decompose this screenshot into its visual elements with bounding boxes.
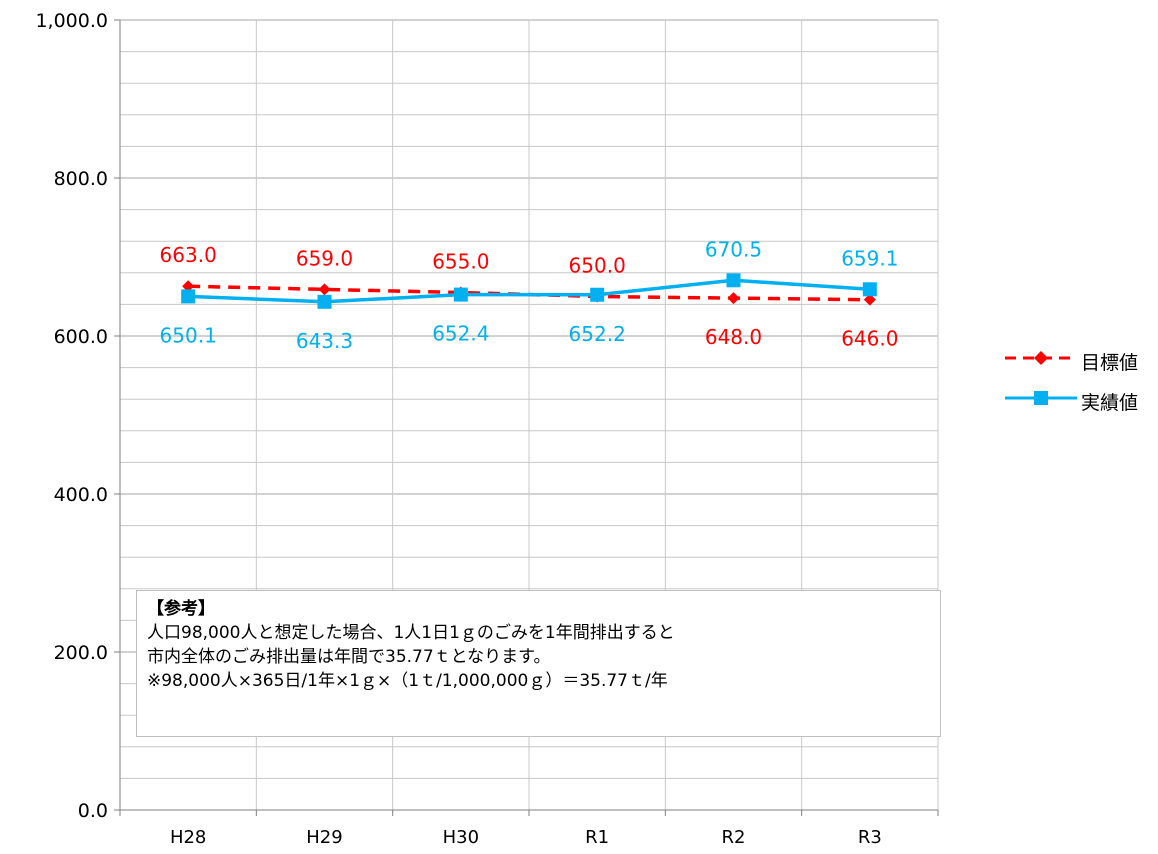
actual-point-marker — [726, 273, 741, 288]
target-point-marker — [318, 283, 331, 296]
y-tick-label: 1,000.0 — [35, 10, 108, 32]
target-data-label: 646.0 — [841, 327, 898, 351]
actual-data-label: 652.2 — [569, 322, 626, 346]
note-line-1: 人口98,000人と想定した場合、1人1日1ｇのごみを1年間排出すると — [147, 623, 675, 643]
target-point-marker — [863, 293, 876, 306]
legend-label-target: 目標値 — [1081, 352, 1139, 374]
y-tick-label: 600.0 — [54, 326, 108, 348]
y-axis-tick-labels: 0.0 200.0 400.0 600.0 800.0 1,000.0 — [35, 10, 108, 822]
actual-point-marker — [317, 294, 332, 309]
x-tick-label: H29 — [306, 827, 342, 848]
actual-point-marker — [862, 282, 877, 297]
x-tick-label: R1 — [585, 827, 609, 848]
note-line-3: ※98,000人×365日/1年×1ｇ×（1ｔ/1,000,000ｇ）＝35.7… — [147, 671, 668, 691]
reference-note: 【参考】 人口98,000人と想定した場合、1人1日1ｇのごみを1年間排出すると… — [136, 590, 941, 737]
legend: 目標値 実績値 — [1003, 344, 1153, 424]
actual-data-label: 659.1 — [841, 246, 898, 270]
target-point-marker — [727, 292, 740, 305]
x-tick-label: R3 — [858, 827, 882, 848]
actual-data-label: 650.1 — [160, 323, 217, 347]
x-tick-label: H30 — [443, 827, 479, 848]
legend-swatch-actual — [1005, 391, 1077, 405]
target-data-label: 659.0 — [296, 246, 353, 270]
actual-point-marker — [181, 289, 196, 304]
actual-point-marker — [590, 287, 605, 302]
target-data-label: 650.0 — [569, 254, 626, 278]
actual-data-label: 643.3 — [296, 329, 353, 353]
actual-data-label: 652.4 — [432, 322, 489, 346]
y-tick-label: 400.0 — [54, 484, 108, 506]
x-tick-label: R2 — [722, 827, 746, 848]
target-data-label: 663.0 — [160, 243, 217, 267]
legend-item-actual: 実績値 — [1003, 384, 1153, 424]
actual-data-label: 670.5 — [705, 237, 762, 261]
y-tick-label: 200.0 — [54, 642, 108, 664]
x-tick-label: H28 — [170, 827, 206, 848]
legend-item-target: 目標値 — [1003, 344, 1153, 384]
note-title: 【参考】 — [147, 599, 215, 619]
series-line-actual — [188, 278, 870, 304]
series-layer — [181, 273, 877, 309]
data-labels: 663.0 659.0 655.0 650.0 648.0 646.0 650.1 643.3… — [160, 237, 899, 352]
axes — [114, 19, 939, 816]
y-tick-label: 800.0 — [54, 168, 108, 190]
target-data-label: 655.0 — [432, 250, 489, 274]
target-point-marker — [182, 280, 195, 293]
note-line-2: 市内全体のごみ排出量は年間で35.77ｔとなります。 — [147, 647, 551, 667]
target-data-label: 648.0 — [705, 325, 762, 349]
y-tick-label: 0.0 — [78, 800, 108, 822]
legend-swatch-target — [1005, 351, 1077, 365]
actual-point-marker — [453, 287, 468, 302]
x-axis-tick-labels: H28 H29 H30 R1 R2 R3 — [170, 827, 882, 848]
legend-label-actual: 実績値 — [1081, 392, 1139, 414]
